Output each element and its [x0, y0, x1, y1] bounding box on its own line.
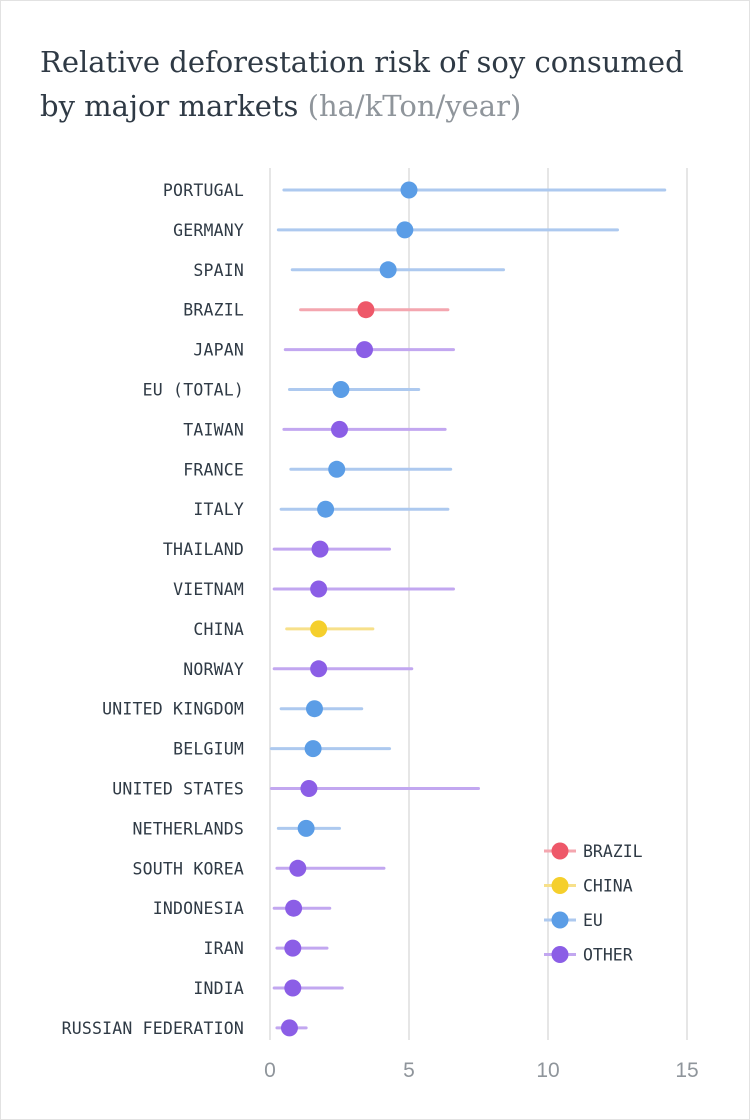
chart-title-text: Relative deforestation risk of soy consu… — [40, 45, 684, 123]
category-label: SPAIN — [193, 261, 244, 280]
category-label: RUSSIAN FEDERATION — [62, 1019, 244, 1038]
value-dot — [331, 420, 348, 438]
category-label: THAILAND — [163, 540, 244, 559]
category-label: NORWAY — [183, 660, 244, 679]
legend-dot — [551, 842, 569, 860]
value-dot — [400, 181, 418, 199]
x-tick-label: 15 — [675, 1059, 698, 1082]
category-label: INDONESIA — [153, 899, 244, 918]
value-dot — [300, 780, 318, 797]
value-dot — [289, 859, 307, 877]
value-dot — [356, 341, 374, 359]
x-tick-label: 5 — [403, 1059, 415, 1082]
value-dot — [285, 899, 303, 917]
legend: BRAZIL CHINA EU OTHER — [544, 842, 643, 965]
category-label: JAPAN — [193, 341, 244, 360]
category-label: GERMANY — [173, 221, 244, 240]
value-dot — [328, 460, 346, 478]
category-label: PORTUGAL — [163, 181, 244, 200]
value-dot — [310, 580, 328, 598]
category-label: NETHERLANDS — [133, 819, 244, 838]
value-dot — [297, 819, 315, 837]
value-dot — [379, 261, 397, 279]
category-label: CHINA — [193, 620, 244, 639]
category-label: UNITED KINGDOM — [102, 700, 244, 719]
value-dot — [357, 301, 375, 319]
category-label: UNITED STATES — [112, 780, 244, 799]
category-label: EU (TOTAL) — [143, 381, 244, 400]
value-dot — [284, 939, 302, 957]
category-labels: PORTUGAL GERMANY SPAIN BRAZIL JAPAN EU (TOTAL… — [62, 181, 244, 1038]
x-tick-label: 10 — [536, 1059, 559, 1082]
legend-label: OTHER — [583, 946, 633, 965]
category-label: BRAZIL — [183, 301, 244, 320]
category-label: INDIA — [193, 979, 244, 998]
chart-title: Relative deforestation risk of soy consu… — [40, 40, 720, 128]
range-bars — [269, 188, 667, 1030]
chart-title-unit: (ha/kTon/year) — [307, 89, 522, 123]
value-dots — [280, 181, 418, 1037]
x-tick-label: 0 — [264, 1059, 276, 1082]
value-dot — [280, 1019, 298, 1037]
value-dot — [304, 740, 322, 758]
value-dot — [310, 660, 328, 678]
category-label: VIETNAM — [173, 580, 244, 599]
legend-label: CHINA — [583, 877, 633, 896]
value-dot — [305, 700, 323, 718]
value-dot — [284, 979, 302, 997]
legend-dot — [551, 946, 569, 963]
x-axis-ticks: 0 5 10 15 — [264, 1059, 699, 1082]
category-label: SOUTH KOREA — [133, 859, 244, 878]
value-dot — [311, 540, 329, 558]
value-dot — [332, 381, 350, 398]
category-label: IRAN — [203, 939, 244, 958]
value-dot — [396, 221, 414, 239]
grid-lines — [269, 168, 688, 1040]
legend-label: EU — [583, 911, 603, 930]
legend-dot — [551, 877, 569, 894]
legend-dot — [551, 911, 569, 929]
category-label: TAIWAN — [183, 420, 244, 439]
category-label: ITALY — [193, 500, 244, 519]
value-dot — [310, 620, 328, 638]
legend-label: BRAZIL — [583, 842, 643, 861]
category-label: FRANCE — [183, 460, 244, 479]
value-dot — [317, 500, 335, 518]
category-label: BELGIUM — [173, 740, 244, 759]
